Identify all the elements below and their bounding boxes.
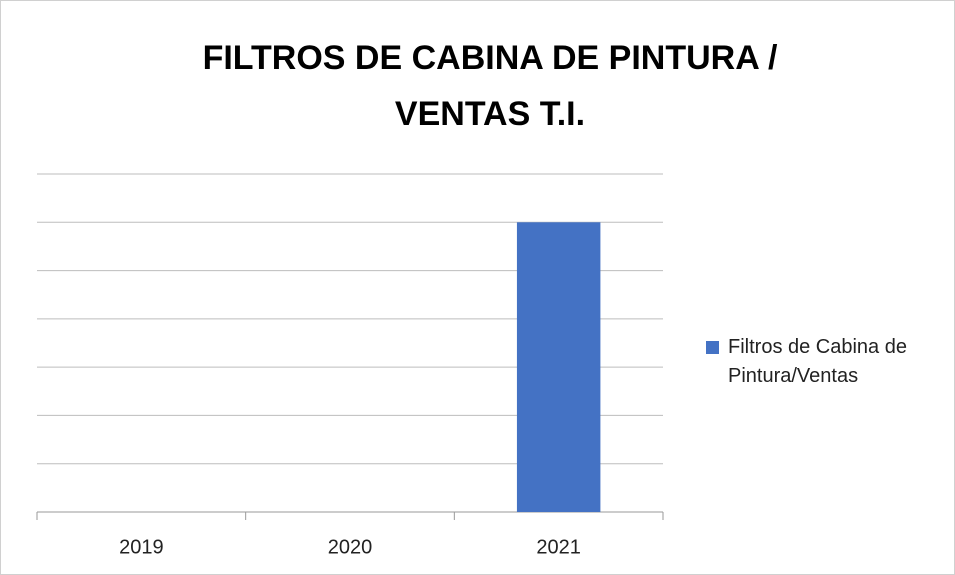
chart-title: FILTROS DE CABINA DE PINTURA / VENTAS T.…: [202, 39, 778, 133]
x-tick-label: 2021: [536, 536, 581, 558]
bar: [516, 222, 601, 513]
x-tick-label: 2019: [119, 536, 164, 558]
legend-swatch: [706, 341, 719, 354]
x-tick-label: 2020: [328, 536, 373, 558]
legend-label: Filtros de Cabina de Pintura/Ventas: [728, 336, 907, 387]
